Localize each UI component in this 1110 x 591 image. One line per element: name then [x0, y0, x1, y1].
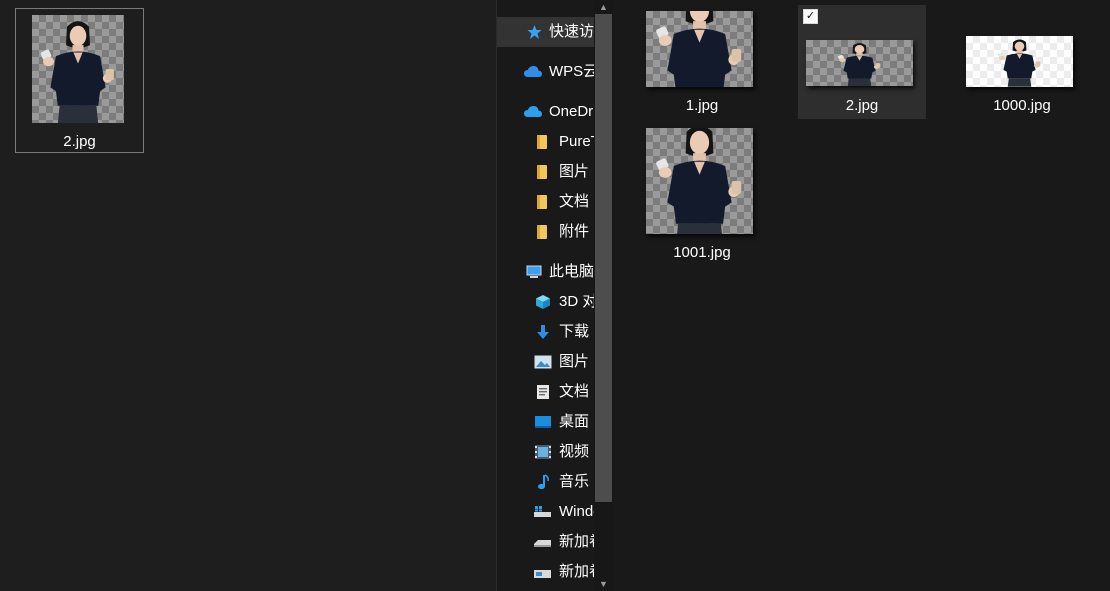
- scrollbar-thumb[interactable]: [595, 14, 612, 502]
- nav-item-label: 下载: [559, 323, 590, 340]
- nav-item-this-pc[interactable]: 此电脑: [497, 257, 597, 287]
- dragged-file-name: 2.jpg: [63, 133, 96, 150]
- nav-item-onedrive[interactable]: OneDrive: [497, 97, 597, 127]
- nav-item-pictures[interactable]: 图片: [497, 347, 597, 377]
- nav-item-documents[interactable]: 文档: [497, 377, 597, 407]
- file-item-1[interactable]: 1.jpg: [638, 6, 766, 120]
- file-thumbnail: [646, 128, 753, 234]
- folder-icon: [537, 135, 547, 149]
- file-item-1000[interactable]: 1000.jpg: [958, 6, 1086, 120]
- nav-item-label: 附件: [559, 223, 590, 240]
- nav-item-downloads[interactable]: 下载: [497, 317, 597, 347]
- download-icon: [537, 325, 549, 339]
- file-item-2[interactable]: ✓ 2.jpg: [798, 5, 926, 119]
- document-icon: [537, 385, 549, 399]
- nav-item-attachments-folder[interactable]: 附件: [497, 217, 597, 247]
- file-thumbnail: [966, 36, 1073, 87]
- nav-item-puret-folder[interactable]: PureT: [497, 127, 597, 157]
- nav-item-label: 3D 对象: [559, 293, 597, 310]
- file-name: 2.jpg: [845, 97, 879, 114]
- nav-item-windows-drive[interactable]: Windows: [497, 497, 597, 527]
- nav-item-label: 新加卷: [559, 533, 597, 550]
- nav-item-label: 此电脑: [549, 263, 595, 280]
- desktop-icon: [535, 416, 551, 428]
- selection-checkbox[interactable]: ✓: [803, 9, 818, 24]
- nav-item-label: Windows: [559, 503, 597, 520]
- nav-item-label: 音乐: [559, 473, 590, 490]
- nav-item-label: WPS云盘: [549, 63, 597, 80]
- file-name: 1.jpg: [685, 97, 719, 114]
- dragged-file-item[interactable]: 2.jpg: [15, 8, 144, 153]
- nav-item-label: 图片: [559, 353, 590, 370]
- file-explorer: 快速访问 WPS云盘 OneDrive PureT: [496, 0, 1110, 591]
- navigation-scrollbar[interactable]: ▲ ▼: [594, 0, 613, 591]
- nav-item-quick-access[interactable]: 快速访问: [497, 17, 597, 47]
- nav-item-desktop[interactable]: 桌面: [497, 407, 597, 437]
- cloud-icon: [524, 106, 542, 117]
- drive-icon: [534, 506, 551, 517]
- nav-item-label: 文档: [559, 193, 590, 210]
- scroll-down-arrow-icon[interactable]: ▼: [599, 579, 608, 589]
- nav-item-new-volume-1[interactable]: 新加卷: [497, 527, 597, 557]
- nav-item-wps-cloud[interactable]: WPS云盘: [497, 57, 597, 87]
- music-icon: [538, 474, 549, 490]
- navigation-pane: 快速访问 WPS云盘 OneDrive PureT: [497, 0, 615, 591]
- nav-item-label: 文档: [559, 383, 590, 400]
- computer-icon: [526, 265, 542, 278]
- nav-item-music[interactable]: 音乐: [497, 467, 597, 497]
- nav-item-label: 快速访问: [549, 23, 597, 40]
- file-content-area: 1.jpg ✓ 2.jpg 1000.jpg 1001.jpg: [615, 0, 1110, 591]
- drive-icon: [534, 540, 551, 547]
- nav-item-new-volume-2[interactable]: 新加卷: [497, 557, 597, 587]
- nav-item-videos[interactable]: 视频: [497, 437, 597, 467]
- nav-item-documents-folder[interactable]: 文档: [497, 187, 597, 217]
- drive-icon: [534, 570, 551, 578]
- star-icon: [527, 25, 542, 39]
- file-thumbnail: [646, 11, 753, 87]
- nav-item-label: 图片: [559, 163, 590, 180]
- file-item-1001[interactable]: 1001.jpg: [638, 123, 766, 261]
- nav-item-label: 桌面: [559, 413, 590, 430]
- nav-item-label: 视频: [559, 443, 590, 460]
- cloud-icon: [524, 66, 542, 77]
- file-name: 1001.jpg: [673, 244, 731, 261]
- video-icon: [535, 445, 551, 459]
- dragged-file-thumbnail: [32, 15, 124, 123]
- nav-item-3d-objects[interactable]: 3D 对象: [497, 287, 597, 317]
- folder-icon: [537, 195, 547, 209]
- folder-icon: [537, 165, 547, 179]
- nav-item-label: OneDrive: [549, 103, 597, 120]
- nav-item-pictures-folder[interactable]: 图片: [497, 157, 597, 187]
- file-name: 1000.jpg: [993, 97, 1051, 114]
- cube-icon: [536, 295, 550, 309]
- nav-item-label: PureT: [559, 133, 597, 150]
- scroll-up-arrow-icon[interactable]: ▲: [599, 2, 608, 12]
- pictures-icon: [534, 355, 552, 369]
- folder-icon: [537, 225, 547, 239]
- nav-item-label: 新加卷: [559, 563, 597, 580]
- file-thumbnail: [806, 40, 913, 86]
